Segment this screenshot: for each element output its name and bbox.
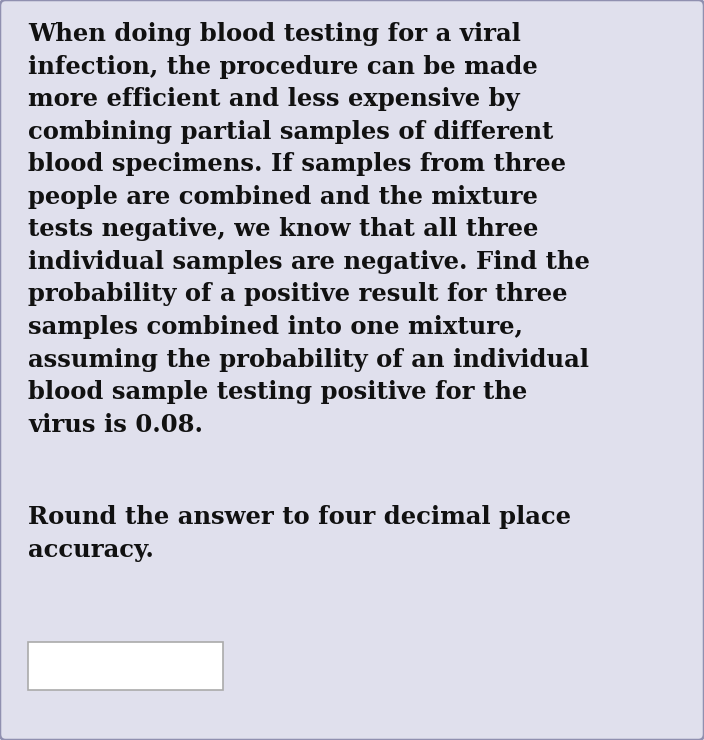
Text: Round the answer to four decimal place
accuracy.: Round the answer to four decimal place a…	[28, 505, 571, 562]
FancyBboxPatch shape	[28, 642, 223, 690]
Text: When doing blood testing for a viral
infection, the procedure can be made
more e: When doing blood testing for a viral inf…	[28, 22, 590, 437]
